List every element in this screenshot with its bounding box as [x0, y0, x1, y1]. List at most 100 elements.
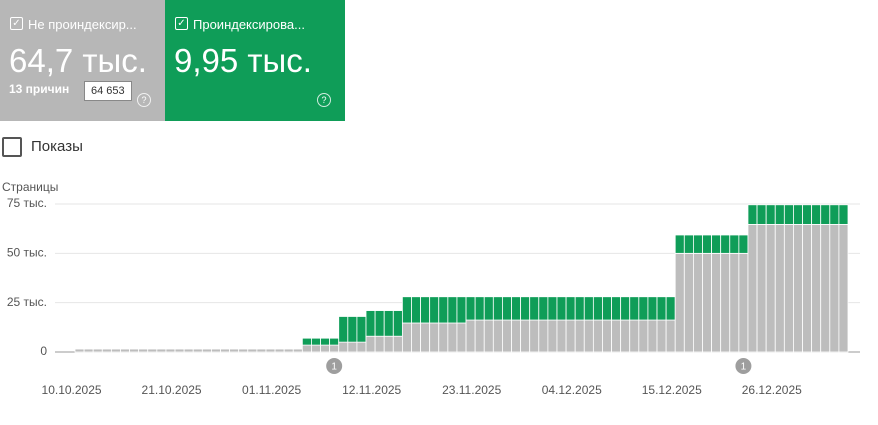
x-tick-label: 23.11.2025: [442, 383, 501, 397]
bar-segment: [256, 348, 267, 353]
bar-segment: [583, 319, 594, 353]
x-tick-label: 10.10.2025: [42, 383, 102, 397]
bar-segment: [365, 310, 376, 337]
bar-segment: [292, 348, 303, 353]
bar-segment: [611, 296, 622, 321]
bar-segment: [747, 204, 758, 225]
bar-segment: [765, 204, 776, 225]
bar-segment: [401, 296, 412, 324]
bar-segment: [465, 296, 476, 321]
bar-segment: [392, 335, 403, 353]
bar-segment: [547, 319, 558, 353]
bar-segment: [802, 224, 813, 353]
card-label: Проиндексирова...: [193, 17, 305, 32]
bar-segment: [720, 234, 731, 254]
bar-segment: [592, 319, 603, 353]
card-sub: 13 причин: [9, 82, 70, 96]
bar-segment: [765, 224, 776, 353]
card-indexed[interactable]: ✓ Проиндексирова... 9,95 тыс. ?: [165, 0, 345, 121]
bar-segment: [383, 310, 394, 337]
card-value: 9,95 тыс.: [174, 42, 312, 79]
bar-segment: [793, 204, 803, 225]
bar-segment: [411, 322, 421, 353]
checkbox[interactable]: ✓: [175, 17, 188, 30]
bar-segment: [820, 204, 831, 225]
bar-segment: [520, 296, 531, 321]
bar-segment: [329, 344, 340, 353]
x-tick-label: 12.11.2025: [342, 383, 401, 397]
bar-segment: [774, 204, 785, 225]
annotation-marker: [735, 358, 752, 374]
bar-segment: [338, 341, 349, 353]
card-value: 64,7 тыс.: [9, 42, 147, 79]
x-tick-label: 15.12.2025: [642, 383, 702, 397]
bar-segment: [583, 296, 594, 321]
bar-segment: [110, 348, 121, 353]
bar-segment: [529, 296, 540, 321]
bar-segment: [602, 296, 612, 321]
bar-segment: [483, 296, 494, 321]
bar-segment: [711, 234, 722, 254]
bar-segment: [629, 319, 640, 353]
help-icon[interactable]: ?: [317, 93, 331, 107]
bar-segment: [365, 335, 376, 353]
bar-segment: [120, 348, 130, 353]
bar-segment: [829, 204, 840, 225]
bar-segment: [683, 252, 694, 353]
bar-segment: [538, 296, 549, 321]
bar-segment: [538, 319, 549, 353]
y-tick-label: 75 тыс.: [7, 196, 47, 210]
x-tick-label: 04.12.2025: [542, 383, 602, 397]
bar-segment: [647, 319, 658, 353]
bar-segment: [92, 348, 103, 353]
bar-segment: [311, 344, 321, 353]
bar-segment: [738, 252, 749, 353]
bar-segment: [693, 252, 703, 353]
bar-segment: [665, 319, 676, 353]
x-tick-label: 01.11.2025: [242, 383, 301, 397]
bar-segment: [756, 224, 767, 353]
bar-segment: [483, 319, 494, 353]
bar-segment: [347, 341, 358, 353]
bar-segment: [638, 319, 649, 353]
bar-segment: [274, 348, 285, 353]
bar-segment: [811, 224, 822, 353]
bar-segment: [429, 322, 440, 353]
bar-segment: [301, 344, 312, 353]
bar-segment: [474, 319, 485, 353]
bar-segment: [574, 319, 585, 353]
bar-segment: [247, 348, 258, 353]
bar-segment: [83, 348, 94, 353]
bar-segment: [638, 296, 649, 321]
bar-segment: [729, 234, 740, 254]
bar-segment: [838, 224, 849, 353]
bar-segment: [729, 252, 740, 353]
bar-segment: [547, 296, 558, 321]
bar-segment: [492, 296, 503, 321]
help-icon[interactable]: ?: [137, 93, 151, 107]
tooltip: 64 653: [84, 81, 132, 101]
bar-segment: [238, 348, 249, 353]
checkbox[interactable]: ✓: [10, 17, 23, 30]
bar-segment: [392, 310, 403, 337]
checkbox[interactable]: [2, 137, 22, 157]
bar-segment: [565, 319, 576, 353]
bar-segment: [602, 319, 612, 353]
bar-segment: [793, 224, 803, 353]
bar-segment: [356, 341, 367, 353]
bar-segment: [338, 316, 349, 343]
bar-segment: [674, 252, 685, 353]
bar-segment: [211, 348, 221, 353]
bar-segment: [656, 319, 667, 353]
bar-segment: [320, 337, 331, 346]
y-tick-label: 0: [40, 344, 47, 358]
bar-segment: [611, 319, 622, 353]
y-tick-label: 25 тыс.: [7, 295, 47, 309]
bar-segment: [438, 296, 449, 324]
card-not-indexed[interactable]: ✓ Не проиндексир... 64,7 тыс. 13 причин …: [0, 0, 165, 121]
bar-segment: [429, 296, 440, 324]
bar-segment: [820, 224, 831, 353]
checkbox-label[interactable]: Показы: [31, 138, 83, 155]
y-tick-label: 50 тыс.: [7, 246, 47, 260]
